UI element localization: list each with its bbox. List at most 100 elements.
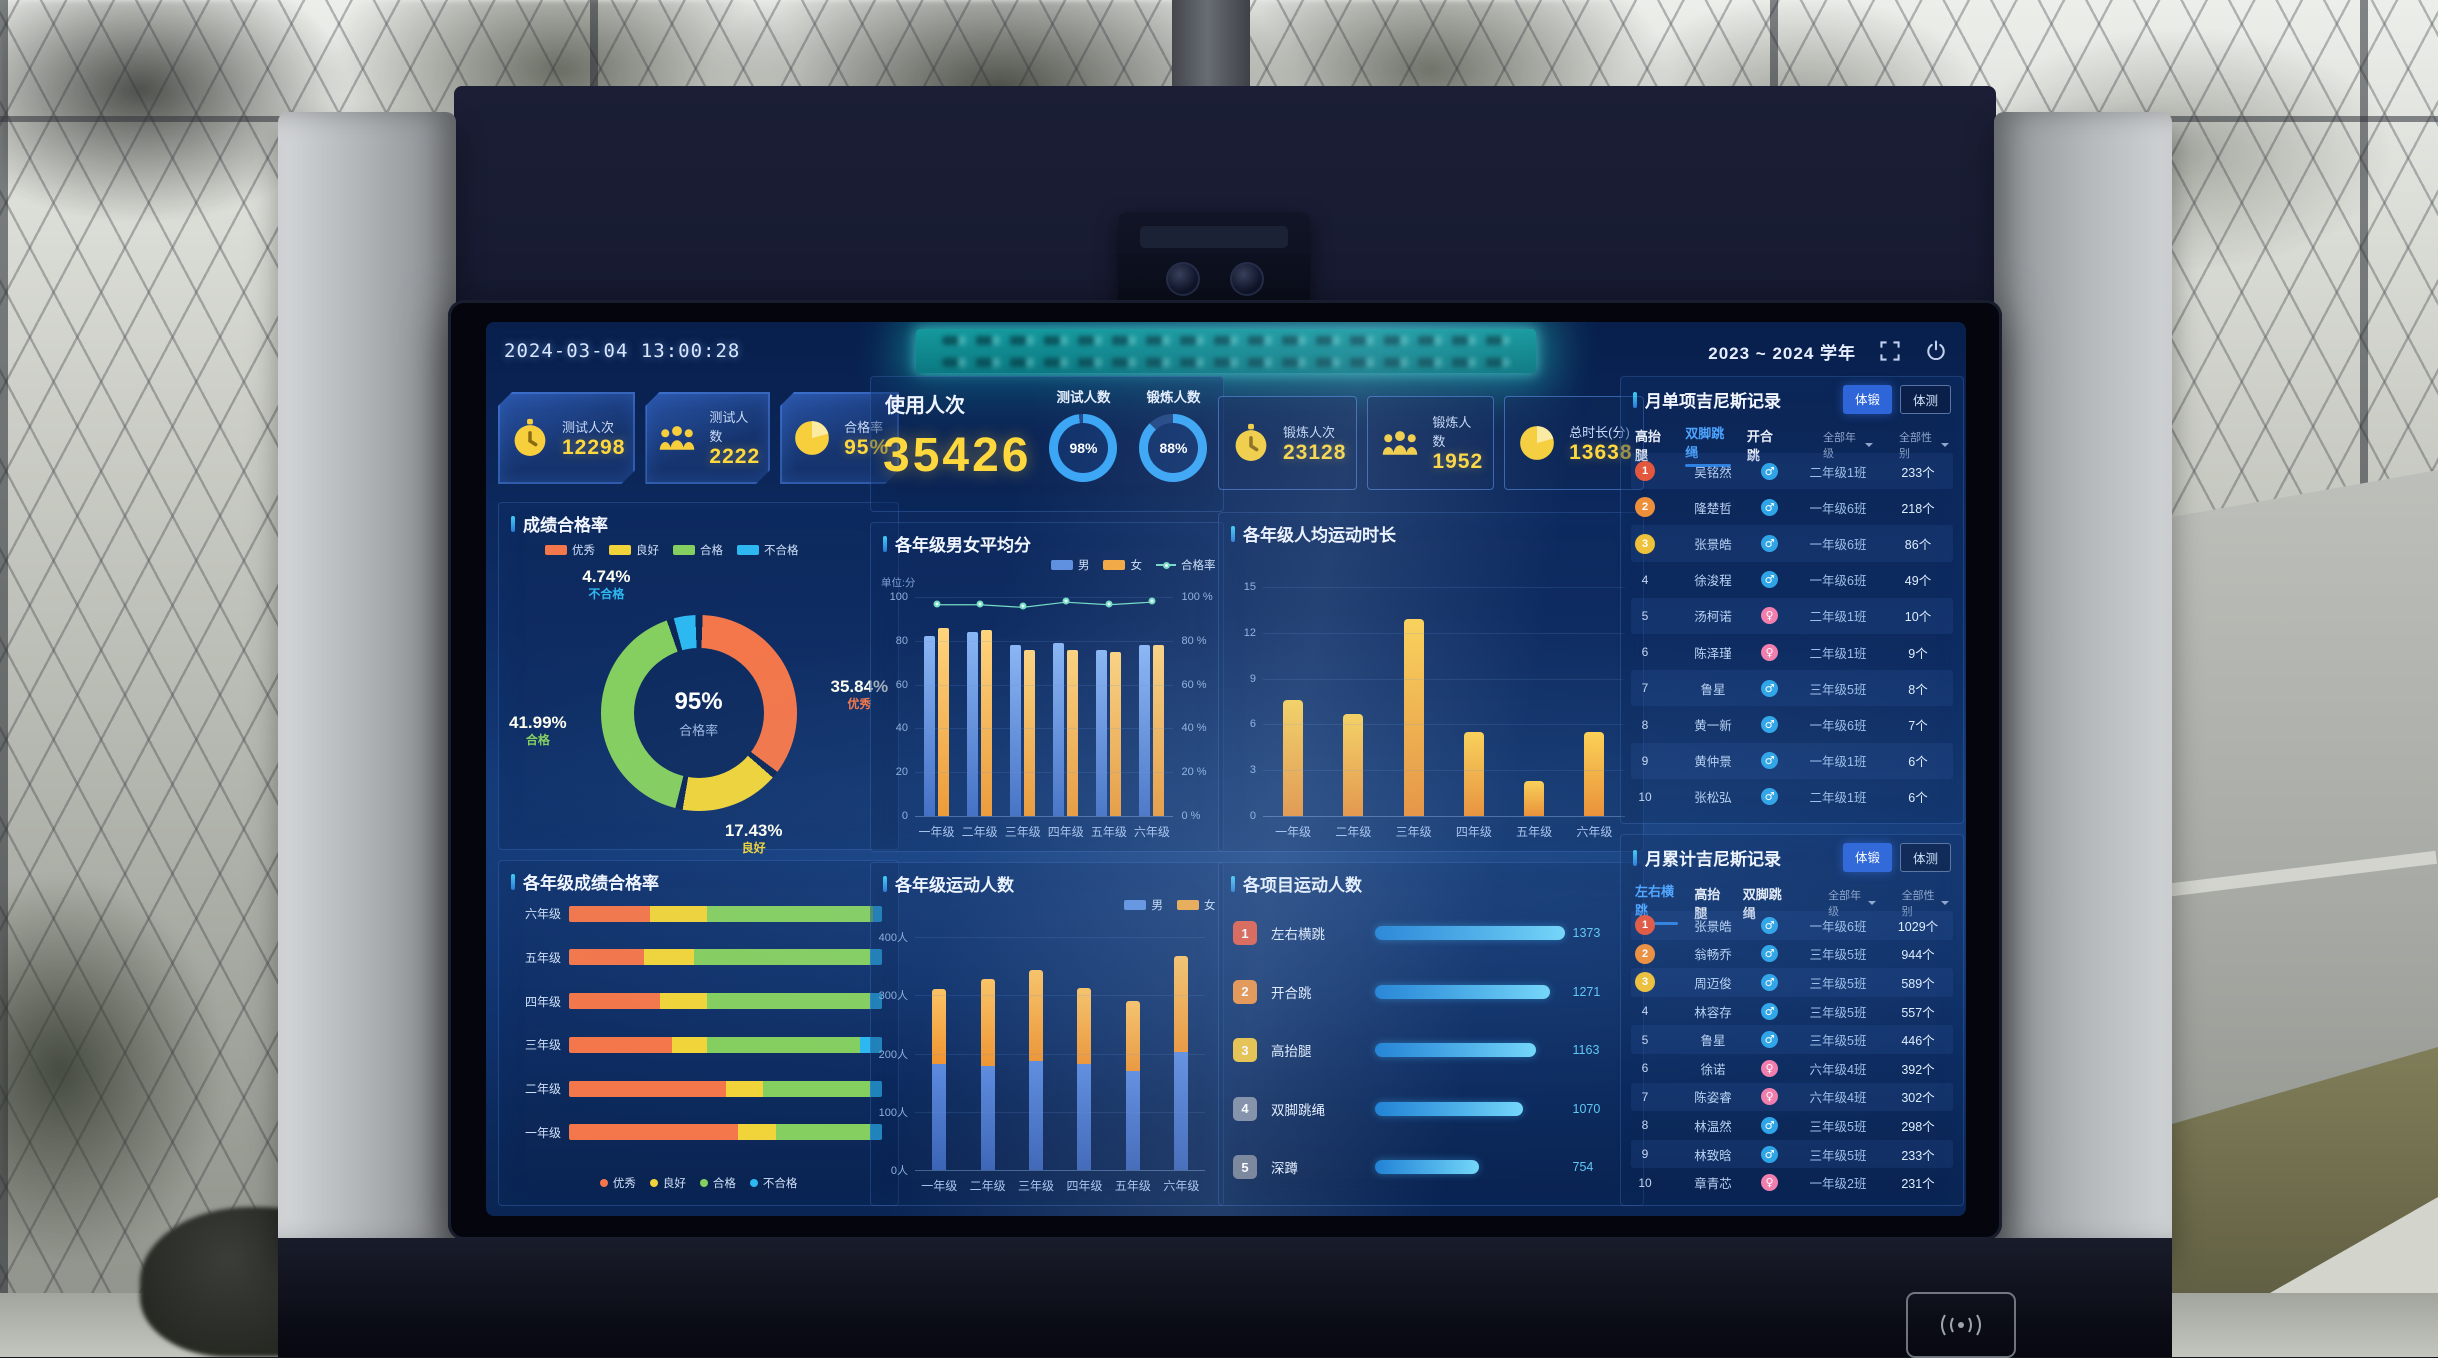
duration-bar (1584, 732, 1604, 816)
fullscreen-icon[interactable] (1878, 339, 1902, 363)
panel-title: 月单项吉尼斯记录 (1633, 387, 1781, 412)
y-axis-tick: 200人 (879, 1046, 915, 1062)
rank-number: 10 (1635, 790, 1655, 804)
button-体测[interactable]: 体测 (1900, 843, 1951, 872)
stat-card-value: 12298 (562, 436, 625, 460)
top-bar: 2024-03-04 13:00:28 2023 ~ 2024 学年 (486, 322, 1966, 376)
rank-number: 10 (1635, 1176, 1655, 1190)
stack-female (1174, 956, 1188, 1053)
y-axis-tick: 9 (1250, 673, 1263, 685)
button-体测[interactable]: 体测 (1900, 385, 1951, 414)
button-体锻[interactable]: 体锻 (1843, 385, 1892, 414)
stat-card-label: 测试人数 (709, 407, 760, 445)
grade-pass-bars: 六年级五年级四年级三年级二年级一年级 (513, 905, 882, 1141)
male-icon: ♂ (1761, 945, 1778, 962)
line-point (1062, 598, 1069, 605)
x-axis-label: 一年级 (1263, 823, 1323, 840)
avg-score-legend: 男女合格率 (1051, 557, 1216, 573)
segment-0 (569, 993, 660, 1009)
button-体锻[interactable]: 体锻 (1843, 843, 1892, 872)
x-axis-label: 五年级 (1109, 1177, 1157, 1194)
rank-number: 4 (1635, 573, 1655, 587)
mode-buttons: 体锻体测 (1843, 843, 1951, 872)
rank-badge: 4 (1233, 1097, 1257, 1121)
legend-label: 良好 (636, 542, 659, 558)
stopwatch-icon (1229, 421, 1273, 465)
x-axis-label: 一年级 (915, 823, 958, 840)
stacked-bar (932, 989, 946, 1170)
gridline (1263, 724, 1625, 725)
title-accent (511, 874, 515, 890)
record-count: 589个 (1887, 973, 1949, 992)
y-axis-tick: 400人 (879, 929, 915, 945)
grade-pass-row: 三年级 (513, 1036, 882, 1053)
record-count: 86个 (1887, 534, 1949, 553)
usage-title: 使用人次 (885, 389, 1031, 418)
record-count: 557个 (1887, 1002, 1949, 1021)
pass-rate-line (915, 597, 1173, 855)
legend-item: 良好 (609, 542, 659, 558)
legend-item: 合格 (700, 1175, 736, 1191)
student-class: 一年级6班 (1793, 534, 1883, 553)
segment-0 (569, 1081, 726, 1097)
panel-title-text: 各年级运动人数 (895, 871, 1014, 896)
y-axis-tick-right: 40 % (1173, 722, 1206, 734)
record-count: 8个 (1887, 679, 1949, 698)
gridline (1263, 633, 1625, 634)
grade-pass-row: 一年级 (513, 1124, 882, 1141)
gridline (1263, 770, 1625, 771)
legend-swatch (545, 545, 567, 555)
duration-bar (1343, 714, 1363, 816)
x-axis-label: 六年级 (1130, 823, 1173, 840)
legend-item: 优秀 (600, 1175, 636, 1191)
rank-badge: 2 (1635, 497, 1655, 517)
legend-line-dot (1163, 562, 1170, 569)
title-accent (883, 536, 887, 552)
legend-swatch (700, 1179, 708, 1187)
male-icon: ♂ (1761, 1146, 1778, 1163)
project-bar-track (1375, 985, 1565, 999)
legend-label: 不合格 (764, 542, 799, 558)
line-point (1148, 598, 1155, 605)
y-axis-tick: 60 (896, 679, 915, 691)
usage-value: 35426 (883, 428, 1031, 483)
student-name: 林致晗 (1669, 1145, 1757, 1164)
student-class: 三年级5班 (1793, 944, 1883, 963)
camera-vent (1140, 226, 1288, 248)
rank-number: 7 (1635, 1090, 1655, 1104)
segment-1 (650, 906, 706, 922)
camera-lens-icon (1166, 262, 1200, 296)
record-count: 7个 (1887, 715, 1949, 734)
power-icon[interactable] (1924, 339, 1948, 363)
student-class: 三年级5班 (1793, 1030, 1883, 1049)
grade-pass-legend: 优秀良好合格不合格 (499, 1175, 898, 1191)
rank-number: 9 (1635, 754, 1655, 768)
student-name: 徐诺 (1669, 1059, 1757, 1078)
record-count: 233个 (1887, 1145, 1949, 1164)
chevron-down-icon (1941, 443, 1949, 451)
gauge-label: 测试人数 (1056, 386, 1110, 406)
legend-item: 不合格 (750, 1175, 798, 1191)
rank-badge: 3 (1635, 534, 1655, 554)
panel-title: 各年级人均运动时长 (1231, 521, 1631, 546)
segment-1 (726, 1081, 764, 1097)
x-axis-label: 四年级 (1060, 1177, 1108, 1194)
stacked-bar (981, 979, 995, 1170)
record-count: 10个 (1887, 606, 1949, 625)
